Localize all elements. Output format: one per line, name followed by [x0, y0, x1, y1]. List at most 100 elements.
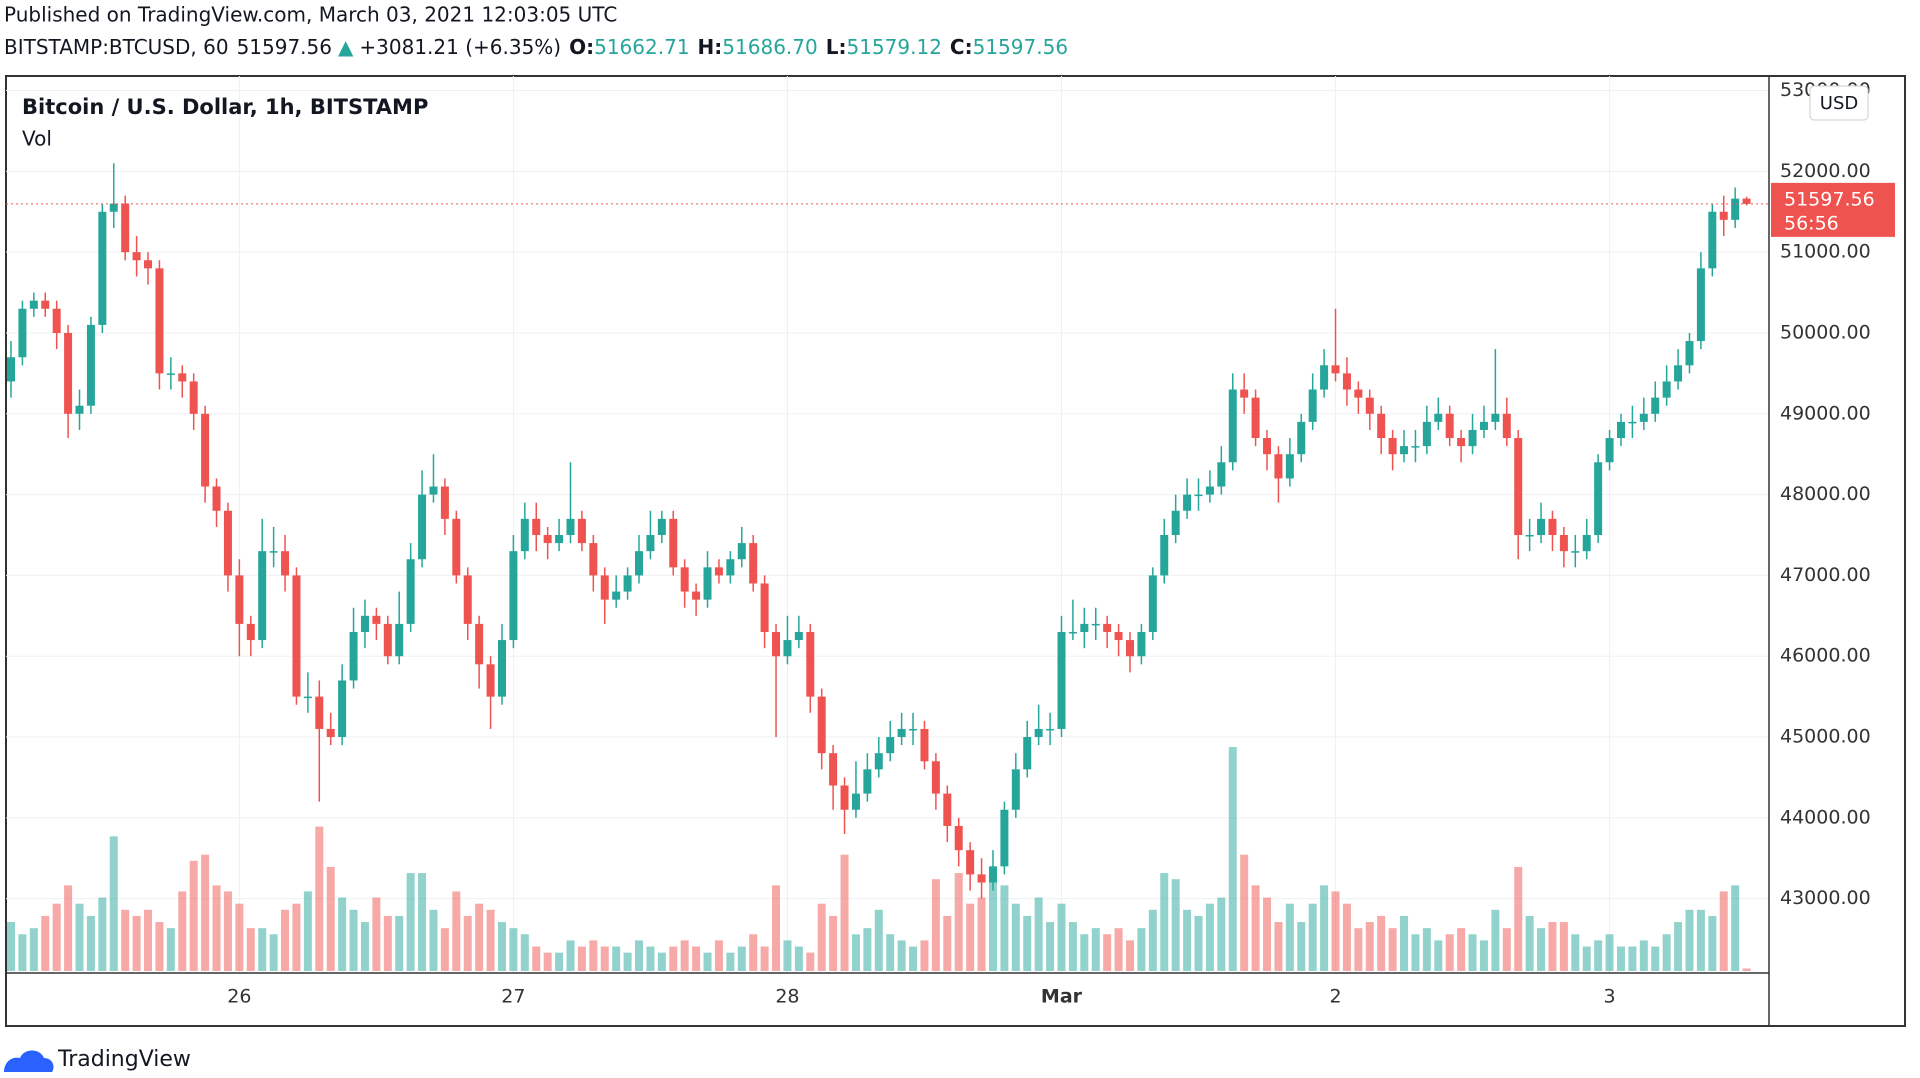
candle-body	[612, 591, 621, 600]
candle-body	[475, 623, 484, 665]
candle-body	[1582, 535, 1591, 552]
volume-bar	[726, 952, 735, 971]
candle-body	[909, 728, 918, 731]
x-tick-label: 3	[1604, 986, 1616, 1008]
candle-body	[223, 510, 232, 576]
candle-body	[1274, 454, 1283, 479]
candle-body	[486, 664, 495, 697]
candle-body	[326, 728, 335, 738]
volume-bar	[440, 928, 449, 971]
volume-pane	[7, 747, 1751, 971]
volume-bar	[977, 897, 986, 971]
candle-body	[1422, 421, 1431, 447]
grid	[6, 76, 1769, 973]
volume-bar	[1662, 934, 1671, 971]
volume-bar	[657, 952, 666, 971]
volume-bar	[235, 903, 244, 971]
candle-body	[1125, 640, 1134, 657]
candle-body	[395, 623, 404, 657]
volume-bar	[475, 903, 484, 971]
countdown-label: 56:56	[1784, 212, 1839, 234]
volume-bar	[1479, 940, 1488, 971]
candle-body	[1228, 389, 1237, 463]
volume-bar	[326, 866, 335, 971]
volume-bar	[966, 903, 975, 971]
candle-body	[497, 640, 506, 697]
volume-bar	[1103, 934, 1112, 971]
currency-button-text[interactable]: USD	[1820, 93, 1858, 114]
volume-bar	[886, 934, 895, 971]
currency-button-box[interactable]	[1809, 85, 1869, 121]
candle-body	[669, 518, 678, 568]
x-tick-label: 28	[775, 986, 799, 1008]
y-tick-label: 43000.00	[1780, 887, 1871, 909]
open-label: O:	[569, 35, 594, 59]
candle-body	[86, 324, 95, 406]
volume-bar	[1194, 915, 1203, 971]
volume-bar	[1491, 909, 1500, 971]
candle-body	[315, 696, 324, 729]
volume-bar	[1274, 922, 1283, 971]
volume-bar	[258, 928, 267, 971]
volume-bar	[1068, 922, 1077, 971]
candle-body	[109, 203, 118, 212]
candle-body	[806, 631, 815, 697]
volume-bar	[1263, 897, 1272, 971]
candle-body	[1194, 494, 1203, 497]
volume-bar	[920, 940, 929, 971]
volume-bar	[851, 934, 860, 971]
candle-body	[1297, 421, 1306, 455]
volume-bar	[1548, 922, 1557, 971]
volume-bar	[669, 946, 678, 971]
volume-bar	[1114, 928, 1123, 971]
volume-bar	[714, 940, 723, 971]
candle-body	[1445, 413, 1454, 439]
volume-bar	[121, 909, 130, 971]
volume-bar	[760, 946, 769, 971]
candle-body	[52, 308, 61, 333]
x-tick-label: 26	[227, 986, 251, 1008]
volume-bar	[246, 928, 255, 971]
candle-body	[1651, 397, 1660, 414]
volume-bar	[269, 934, 278, 971]
candle-body	[737, 543, 746, 560]
published-note: Published on TradingView.com, March 03, …	[4, 3, 617, 27]
volume-bar	[1148, 909, 1157, 971]
candle-body	[714, 567, 723, 576]
volume-bar	[1411, 934, 1420, 971]
candle-body	[1434, 413, 1443, 422]
y-tick-label: 44000.00	[1780, 806, 1871, 828]
volume-bar	[1582, 946, 1591, 971]
high-value: 51686.70	[722, 35, 817, 59]
logo-cloud	[4, 1050, 54, 1072]
volume-bar	[1091, 928, 1100, 971]
volume-bar	[783, 940, 792, 971]
close-label: C:	[950, 35, 973, 59]
candle-body	[1365, 397, 1374, 414]
volume-bar	[201, 854, 210, 971]
candle-body	[589, 543, 598, 576]
volume-bar	[418, 873, 427, 971]
candle-body	[303, 696, 312, 699]
volume-bar	[1708, 915, 1717, 971]
change-arrow: ▲	[338, 35, 354, 59]
volume-bar	[897, 940, 906, 971]
volume-bar	[863, 928, 872, 971]
volume-bar	[1639, 940, 1648, 971]
volume-bar	[1125, 940, 1134, 971]
volume-bar	[429, 909, 438, 971]
volume-bar	[303, 891, 312, 971]
candle-body	[1046, 728, 1055, 731]
candle-body	[1685, 341, 1694, 366]
volume-bar	[943, 915, 952, 971]
tradingview-logo: TradingView	[4, 1047, 191, 1072]
candle-body	[64, 332, 73, 414]
volume-bar	[1023, 915, 1032, 971]
currency-button[interactable]: USD	[1809, 85, 1869, 121]
y-tick-label: 47000.00	[1780, 564, 1871, 586]
candle-body	[1354, 389, 1363, 398]
candle-body	[783, 640, 792, 657]
candle-body	[1171, 510, 1180, 536]
candle-body	[132, 252, 141, 261]
